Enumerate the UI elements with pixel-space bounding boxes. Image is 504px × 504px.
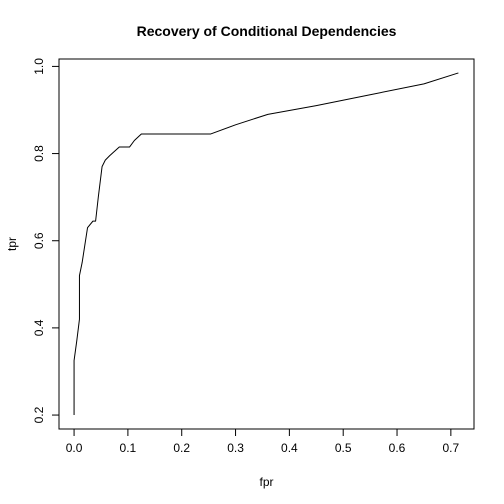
- x-axis-label: fpr: [259, 475, 273, 489]
- x-tick-label: 0.2: [173, 441, 190, 455]
- y-tick-label: 0.8: [32, 145, 46, 162]
- x-tick-label: 0.6: [389, 441, 406, 455]
- series-line: [73, 72, 459, 416]
- y-axis: 0.2 0.4 0.6 0.8 1.0: [32, 58, 60, 423]
- x-tick-label: 0.4: [281, 441, 298, 455]
- y-tick-label: 0.2: [32, 406, 46, 423]
- x-axis: 0.0 0.1 0.2 0.3 0.4 0.5 0.6 0.7: [66, 428, 460, 455]
- y-tick-label: 0.6: [32, 232, 46, 249]
- chart-title: Recovery of Conditional Dependencies: [137, 23, 397, 39]
- x-tick-label: 0.1: [120, 441, 137, 455]
- y-axis-label: tpr: [5, 237, 19, 251]
- series-layer: [73, 72, 459, 416]
- y-tick-label: 1.0: [32, 58, 46, 75]
- x-tick-label: 0.7: [443, 441, 460, 455]
- x-tick-label: 0.5: [335, 441, 352, 455]
- x-tick-label: 0.0: [66, 441, 83, 455]
- y-tick-label: 0.4: [32, 319, 46, 336]
- x-tick-label: 0.3: [227, 441, 244, 455]
